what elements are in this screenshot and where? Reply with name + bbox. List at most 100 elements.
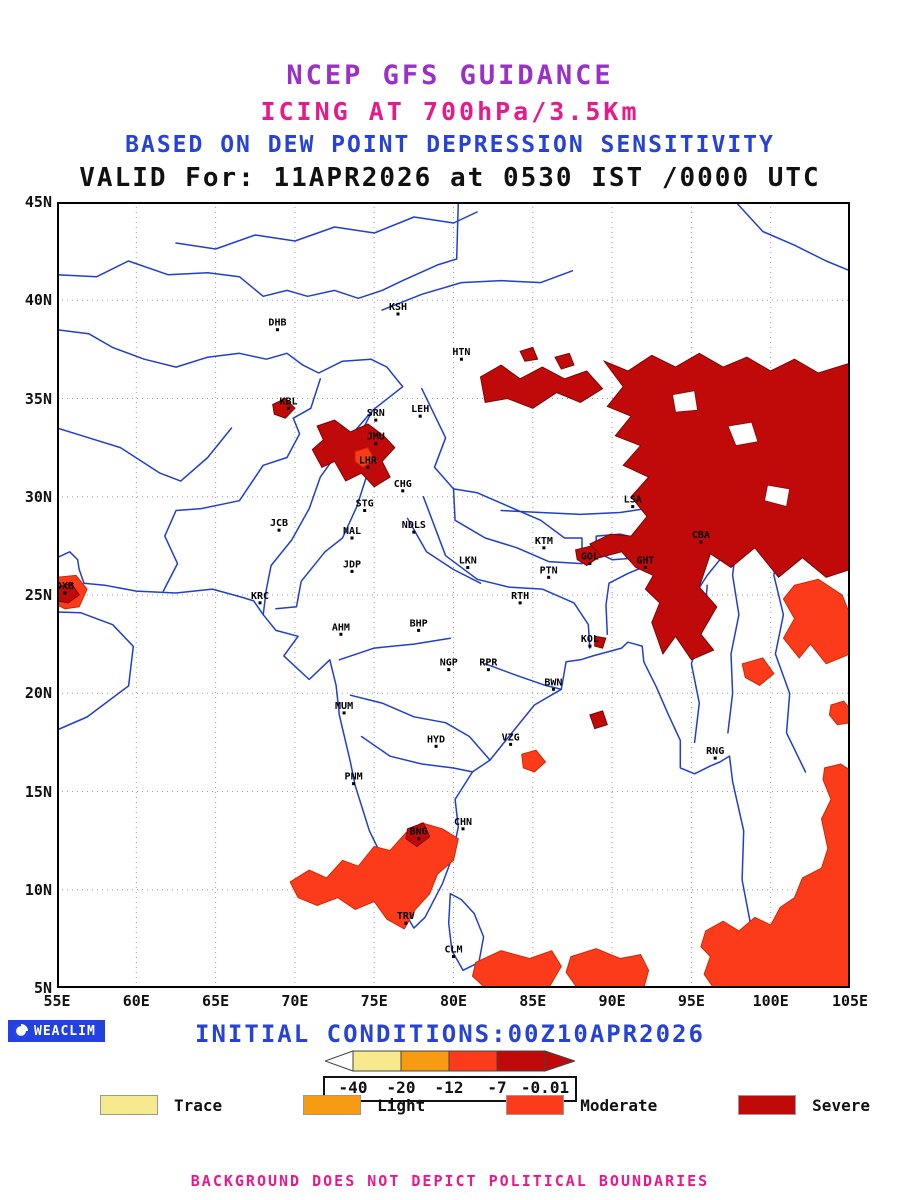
- city-marker: [418, 414, 422, 418]
- border-path: [421, 387, 583, 565]
- city-label: CHG: [394, 479, 412, 490]
- city-marker: [401, 489, 405, 493]
- city-label: NAL: [343, 526, 361, 537]
- axis-tick-label-y: 10N: [24, 880, 52, 899]
- icing-region-severe: [272, 397, 296, 419]
- initial-conditions-text: INITIAL CONDITIONS:00Z10APR2026: [195, 1020, 705, 1048]
- city-marker: [342, 711, 346, 715]
- legend: Trace Light Moderate Severe: [100, 1095, 870, 1115]
- city-label: SRN: [367, 408, 385, 419]
- axis-tick-label-y: 25N: [24, 586, 52, 604]
- icing-region-severe: [594, 635, 607, 649]
- axis-tick-label-x: 65E: [202, 992, 230, 1010]
- map-canvas: DHB KSH HTN KBL SRN LEH JMU LHR CHG STG JCB NAL NDLS…: [57, 202, 850, 988]
- grid-layer: [57, 202, 850, 988]
- city-marker: [434, 744, 438, 748]
- title-valid-time: VALID For: 11APR2026 at 0530 IST /0000 U…: [79, 163, 821, 193]
- city-label: LEH: [411, 404, 429, 415]
- city-marker: [63, 591, 67, 595]
- city-label: CHN: [454, 817, 472, 828]
- icing-region-severe: [57, 582, 80, 604]
- axis-tick-label-x: 75E: [360, 992, 388, 1010]
- city-marker: [352, 782, 356, 786]
- city-label: PNM: [345, 772, 363, 783]
- color-scale-bar: [323, 1050, 577, 1076]
- city-marker: [339, 632, 343, 636]
- legend-label: Trace: [174, 1095, 223, 1115]
- city-label: KRC: [251, 591, 269, 602]
- city-label: BNG: [410, 827, 428, 838]
- city-label: KTM: [535, 536, 553, 547]
- icing-region-moderate: [565, 948, 650, 988]
- scale-segment: [400, 1050, 450, 1072]
- city-marker: [452, 955, 455, 959]
- city-label: JMU: [367, 432, 385, 443]
- axis-tick-label-x: 90E: [598, 992, 626, 1010]
- city-label: AHM: [332, 622, 350, 633]
- border-path: [57, 328, 209, 368]
- axis-tick-label-x: 55E: [43, 992, 71, 1010]
- river-path: [338, 637, 452, 661]
- icing-regions-layer: [57, 346, 850, 988]
- icing-region-none: [727, 421, 759, 447]
- city-label: RPR: [479, 658, 498, 669]
- city-marker: [509, 742, 513, 746]
- disclaimer-text: BACKGROUND DOES NOT DEPICT POLITICAL BOU…: [190, 1172, 710, 1190]
- river-path: [349, 694, 491, 761]
- weaclim-icon: [13, 1023, 29, 1039]
- river-path: [360, 735, 474, 773]
- icing-region-none: [763, 484, 791, 508]
- river-path: [57, 427, 233, 482]
- border-path: [175, 211, 478, 250]
- header-titles: NCEP GFS GUIDANCE ICING AT 700hPa/3.5Km …: [0, 60, 900, 193]
- icing-region-severe: [589, 352, 850, 661]
- city-label: JDP: [343, 559, 361, 570]
- scale-segment: [352, 1050, 402, 1072]
- scale-value: -40: [338, 1078, 368, 1097]
- city-marker: [461, 827, 465, 831]
- legend-label: Severe: [812, 1095, 870, 1115]
- title-model: NCEP GFS GUIDANCE: [286, 60, 614, 91]
- scale-segment: [448, 1050, 498, 1072]
- city-marker: [447, 668, 451, 672]
- icing-region-moderate: [782, 578, 850, 665]
- icing-region-moderate: [828, 700, 850, 726]
- axis-tick-label-x: 95E: [677, 992, 705, 1010]
- city-marker: [466, 565, 470, 569]
- city-marker: [374, 442, 378, 446]
- title-method: BASED ON DEW POINT DEPRESSION SENSITIVIT…: [125, 132, 775, 158]
- city-label: PTN: [540, 565, 558, 576]
- city-label: STG: [356, 499, 374, 510]
- city-marker: [258, 601, 262, 605]
- city-marker: [374, 418, 378, 422]
- ganges-river-path: [422, 496, 591, 649]
- axis-tick-label-y: 35N: [24, 389, 52, 408]
- icing-region-severe: [479, 364, 604, 409]
- axis-tick-label-x: 60E: [122, 992, 150, 1010]
- scale-segment: [496, 1050, 546, 1072]
- legend-item-moderate: Moderate: [506, 1095, 657, 1115]
- axis-tick-label-y: 30N: [24, 487, 52, 506]
- city-label: LHR: [359, 455, 378, 466]
- geography-layer: [57, 202, 850, 988]
- axis-tick-label-x: 105E: [831, 992, 869, 1010]
- icing-region-none: [671, 390, 699, 413]
- city-marker: [699, 540, 703, 544]
- border-path: [162, 378, 322, 592]
- city-label: NGP: [440, 658, 458, 669]
- city-marker: [275, 328, 279, 332]
- river-path: [484, 663, 563, 691]
- city-marker: [287, 406, 291, 410]
- icing-region-severe: [311, 419, 396, 488]
- color-scale: -40 -20 -12 -7 -0.01: [0, 1050, 900, 1102]
- city-marker: [350, 536, 354, 540]
- city-label: GHT: [636, 555, 654, 566]
- city-label: CLM: [444, 945, 462, 956]
- city-label: BHP: [410, 618, 428, 629]
- city-label: HYD: [427, 734, 445, 745]
- city-label: DXB: [57, 581, 74, 592]
- coastline-path: [57, 551, 777, 988]
- icing-region-moderate: [521, 749, 547, 773]
- city-marker: [588, 644, 592, 648]
